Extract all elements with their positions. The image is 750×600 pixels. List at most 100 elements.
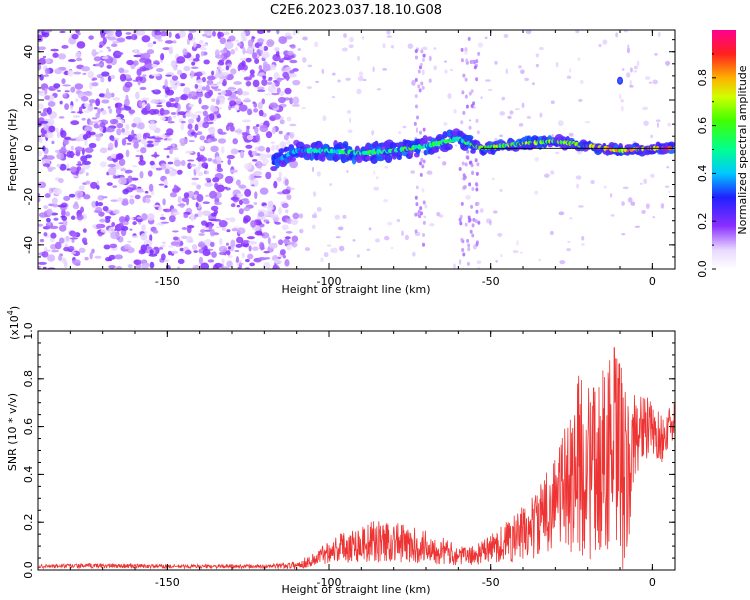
- spectrogram-ylabel: Frequency (Hz): [6, 109, 19, 192]
- noise-speckle: [160, 221, 170, 224]
- noise-speckle: [558, 211, 565, 216]
- noise-speckle: [147, 42, 154, 48]
- noise-speckle: [59, 30, 66, 34]
- noise-speckle: [140, 147, 147, 154]
- noise-speckle: [213, 88, 222, 92]
- noise-speckle: [626, 72, 631, 78]
- leak-speckle: [474, 182, 478, 187]
- noise-speckle: [156, 104, 163, 108]
- leak-speckle: [463, 184, 467, 189]
- noise-speckle: [140, 233, 148, 241]
- noise-speckle: [555, 61, 559, 68]
- noise-speckle: [136, 149, 140, 153]
- noise-speckle: [209, 228, 216, 237]
- noise-speckle: [250, 220, 257, 228]
- noise-speckle: [271, 82, 276, 88]
- noise-speckle: [52, 52, 59, 58]
- noise-speckle: [69, 237, 79, 240]
- noise-speckle: [621, 233, 626, 236]
- noise-speckle: [100, 76, 105, 83]
- noise-speckle: [285, 209, 289, 214]
- noise-speckle: [187, 159, 195, 162]
- spectrogram-panel: -150 -100 -50 0 -40 -20 0 20 40 Height of straig…: [6, 29, 676, 296]
- noise-speckle: [108, 258, 113, 262]
- noise-speckle: [232, 138, 238, 145]
- y-tick-label: 40: [22, 45, 35, 59]
- noise-speckle: [172, 236, 179, 241]
- noise-speckle: [331, 96, 336, 99]
- noise-speckle: [550, 170, 555, 175]
- leak-speckle: [419, 161, 423, 166]
- noise-speckle: [581, 243, 585, 246]
- leak-speckle: [464, 162, 468, 167]
- noise-speckle: [629, 79, 632, 86]
- leak-speckle: [422, 242, 426, 247]
- noise-speckle: [386, 30, 391, 35]
- leak-speckle: [464, 222, 468, 227]
- noise-speckle: [382, 43, 386, 49]
- noise-speckle: [357, 76, 364, 82]
- noise-speckle: [643, 178, 648, 185]
- noise-speckle: [152, 108, 160, 115]
- noise-speckle: [192, 58, 200, 62]
- noise-speckle: [338, 245, 345, 252]
- noise-speckle: [101, 56, 109, 60]
- noise-speckle: [96, 185, 100, 190]
- noise-speckle: [160, 116, 166, 121]
- noise-speckle: [278, 96, 286, 104]
- noise-speckle: [208, 218, 218, 221]
- noise-speckle: [598, 43, 602, 48]
- snr-panel: -150 -100 -50 0 0.0 0.2 0.4 0.6 0.8 1.0 Height of…: [6, 306, 676, 596]
- noise-speckle: [241, 252, 245, 258]
- colorbar-label: Normalized spectral amplitude: [736, 65, 749, 234]
- noise-speckle: [71, 239, 75, 243]
- noise-speckle: [225, 124, 230, 131]
- noise-speckle: [127, 175, 133, 183]
- snr-scale-label: (x104): [6, 306, 21, 340]
- noise-speckle: [289, 123, 297, 127]
- noise-speckle: [234, 129, 243, 134]
- noise-speckle: [285, 230, 293, 234]
- noise-speckle: [247, 39, 254, 47]
- leak-speckle: [461, 161, 465, 166]
- leak-speckle: [417, 69, 421, 74]
- noise-speckle: [169, 149, 174, 155]
- noise-speckle: [160, 163, 167, 170]
- noise-speckle: [99, 122, 106, 128]
- leak-speckle: [477, 51, 481, 56]
- noise-speckle: [226, 229, 231, 233]
- noise-speckle: [201, 86, 207, 91]
- noise-speckle: [69, 104, 74, 111]
- noise-speckle: [578, 205, 584, 208]
- noise-speckle: [485, 79, 491, 82]
- noise-speckle: [263, 250, 270, 254]
- noise-speckle: [56, 131, 60, 139]
- noise-speckle: [241, 60, 246, 67]
- noise-speckle: [176, 81, 181, 87]
- noise-speckle: [103, 244, 111, 250]
- noise-speckle: [524, 77, 530, 81]
- leak-speckle: [476, 201, 480, 206]
- noise-speckle: [189, 164, 197, 167]
- noise-speckle: [84, 103, 90, 108]
- noise-speckle: [47, 254, 56, 262]
- noise-speckle: [240, 31, 246, 39]
- noise-speckle: [245, 80, 252, 87]
- noise-speckle: [267, 236, 271, 245]
- noise-speckle: [174, 96, 180, 103]
- noise-speckle: [164, 259, 170, 262]
- noise-speckle: [216, 156, 222, 165]
- noise-speckle: [218, 97, 225, 103]
- noise-speckle: [64, 90, 70, 93]
- noise-speckle: [238, 184, 247, 189]
- noise-speckle: [230, 49, 236, 55]
- noise-speckle: [158, 206, 162, 212]
- noise-speckle: [110, 74, 116, 80]
- noise-speckle: [53, 83, 61, 89]
- leak-speckle: [418, 214, 422, 219]
- noise-speckle: [78, 247, 86, 254]
- noise-speckle: [428, 78, 432, 83]
- noise-speckle: [38, 181, 47, 189]
- noise-speckle: [262, 158, 269, 165]
- noise-speckle: [233, 81, 242, 85]
